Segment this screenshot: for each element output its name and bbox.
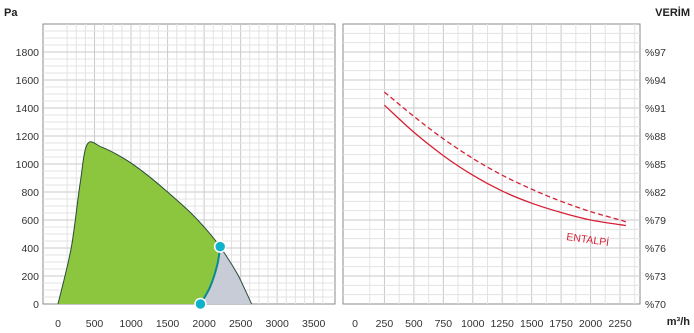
operating-area-boundary (57, 141, 253, 305)
x-tick-label: 500 (405, 318, 423, 330)
x-tick-label: 1000 (461, 318, 485, 330)
x-tick-label: 2500 (229, 318, 253, 330)
y-tick-label: %79 (645, 215, 666, 227)
left-y-axis-title: Pa (4, 7, 18, 19)
operating-area (58, 141, 221, 304)
y-tick-label: %73 (645, 271, 666, 283)
left-x-tick-labels: 0 500 1000 1500 2000 2500 3000 3500 (55, 318, 325, 330)
y-tick-label: 1200 (16, 131, 40, 143)
x-tick-label: 0 (55, 318, 61, 330)
x-tick-label: 1750 (549, 318, 573, 330)
y-tick-label: 1800 (16, 47, 40, 59)
y-tick-label: %82 (645, 187, 666, 199)
efficiency-dashed-line (383, 91, 627, 223)
y-tick-label: %76 (645, 243, 666, 255)
right-chart-grid (343, 24, 640, 304)
entalpi-label: ENTALPİ (566, 230, 610, 249)
y-tick-label: 200 (21, 271, 39, 283)
x-tick-label: 750 (435, 318, 453, 330)
x-tick-label: 2000 (579, 318, 603, 330)
operating-point-markers (194, 240, 227, 311)
x-tick-label: 2250 (608, 318, 632, 330)
x-tick-label: 1250 (491, 318, 515, 330)
y-tick-label: %94 (645, 75, 666, 87)
x-tick-label: 1000 (119, 318, 143, 330)
working-line (199, 246, 222, 305)
x-tick-label: 2000 (192, 318, 216, 330)
operating-point-marker (213, 240, 227, 253)
y-tick-label: 600 (21, 215, 39, 227)
y-tick-label: 0 (33, 299, 39, 311)
y-tick-label: 400 (21, 243, 39, 255)
y-tick-label: %85 (645, 159, 666, 171)
y-tick-label: 1400 (16, 103, 40, 115)
right-chart: ENTALPİ 0 250 500 750 1000 1250 1500 1750 2000 22… (342, 6, 691, 330)
left-y-tick-labels: 0 200 400 600 800 1000 1200 1400 1600 1800 (16, 47, 40, 311)
operating-point-marker (194, 297, 207, 311)
y-tick-label: 1000 (16, 159, 40, 171)
x-tick-label: 3000 (265, 318, 289, 330)
right-y-tick-labels: %70 %73 %76 %79 %82 %85 %88 %91 %94 %97 (645, 47, 666, 311)
x-tick-label: 1500 (156, 318, 180, 330)
x-tick-label: 500 (86, 318, 104, 330)
x-tick-label: 250 (376, 318, 394, 330)
x-tick-label: 0 (352, 318, 358, 330)
y-tick-label: %91 (645, 103, 666, 115)
left-chart: 0 500 1000 1500 2000 2500 3000 3500 0 200 400 600 8… (4, 7, 336, 330)
right-y-axis-title: VERİM (655, 6, 690, 19)
y-tick-label: 1600 (16, 75, 40, 87)
x-tick-label: 3500 (302, 318, 326, 330)
x-tick-label: 1500 (520, 318, 544, 330)
y-tick-label: %88 (645, 131, 666, 143)
right-x-tick-labels: 0 250 500 750 1000 1250 1500 1750 2000 2250 (352, 318, 632, 330)
y-tick-label: %97 (645, 47, 666, 59)
y-tick-label: %70 (645, 299, 666, 311)
y-tick-label: 800 (21, 187, 39, 199)
right-x-axis-title: m³/h (667, 316, 691, 328)
efficiency-solid-line (383, 104, 627, 227)
